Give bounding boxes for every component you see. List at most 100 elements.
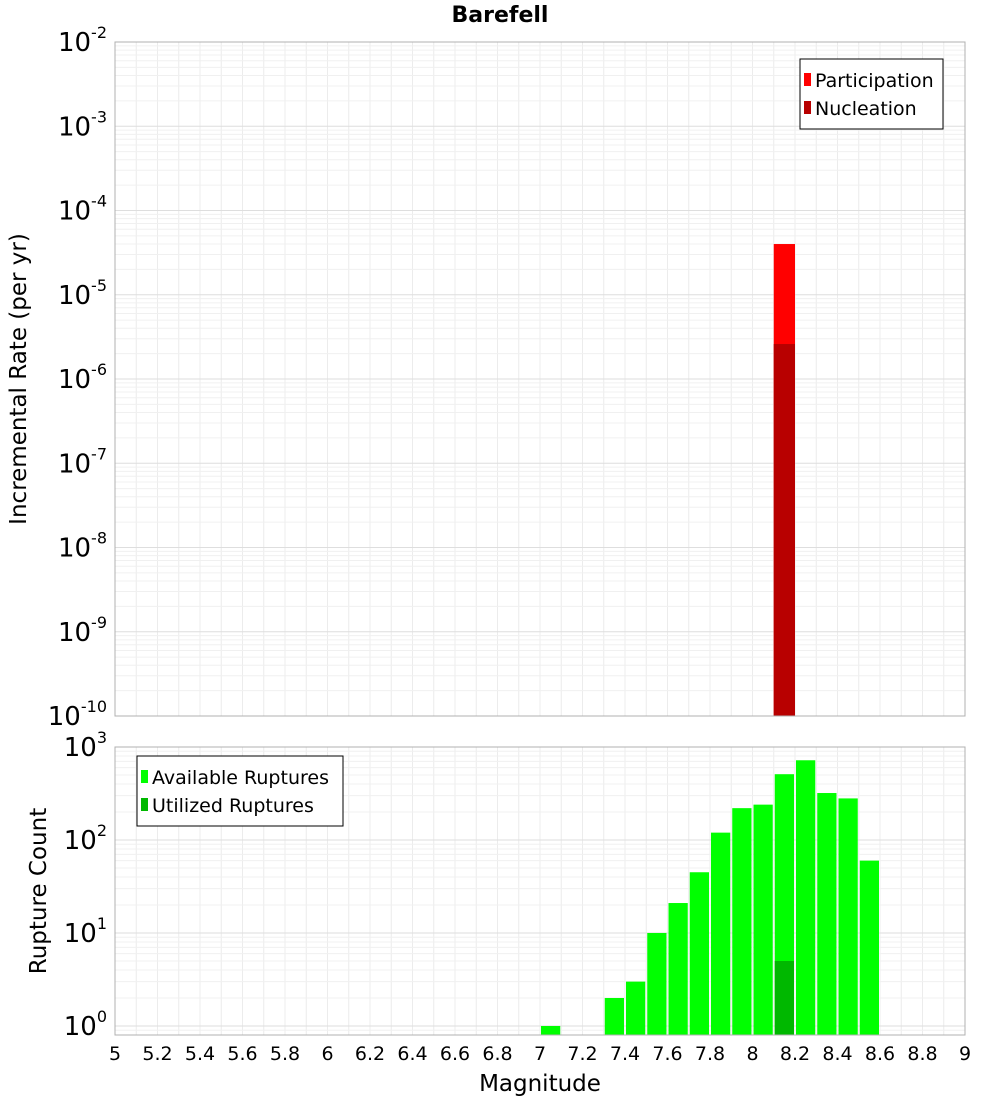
y-tick-exponent: 3 — [97, 728, 107, 747]
bar-primary — [838, 798, 858, 1035]
x-tick-label: 8.4 — [822, 1043, 852, 1065]
y-tick-label: 10-7 — [58, 444, 107, 479]
y-tick-label: 10-4 — [58, 192, 107, 227]
legend-swatch — [804, 73, 811, 86]
x-tick-label: 8 — [746, 1043, 758, 1065]
legend: Participation Nucleation — [799, 58, 944, 130]
panel-rate: 10-210-310-410-510-610-710-810-910-10Inc… — [6, 23, 966, 732]
y-tick-label: 10-2 — [58, 23, 107, 58]
y-tick-label: 10-10 — [48, 697, 107, 732]
legend-box — [136, 755, 344, 827]
y-tick-base: 10 — [58, 618, 91, 648]
y-tick-base: 10 — [58, 112, 91, 142]
bar-primary — [626, 981, 646, 1035]
y-tick-base: 10 — [48, 702, 81, 732]
y-tick-exponent: -7 — [91, 444, 107, 463]
x-tick-label: 7.2 — [567, 1043, 597, 1065]
legend-label: Available Ruptures — [152, 767, 329, 789]
y-tick-base: 10 — [58, 28, 91, 58]
y-tick-exponent: -5 — [91, 276, 107, 295]
bars — [773, 244, 795, 717]
x-tick-label: 8.2 — [780, 1043, 810, 1065]
y-tick-exponent: -2 — [91, 23, 107, 42]
bar-primary — [668, 903, 688, 1035]
y-tick-label: 10-6 — [58, 360, 107, 395]
bar-primary — [604, 997, 624, 1035]
y-tick-exponent: 2 — [97, 821, 107, 840]
bar-primary — [732, 808, 752, 1035]
x-tick-label: 6 — [321, 1043, 333, 1065]
legend: Available Ruptures Utilized Ruptures — [136, 755, 344, 827]
x-tick-label: 7.4 — [610, 1043, 640, 1065]
x-tick-label: 6.6 — [440, 1043, 470, 1065]
y-tick-exponent: -9 — [91, 613, 107, 632]
y-axis-label: Incremental Rate (per yr) — [6, 233, 32, 525]
bars — [541, 760, 879, 1035]
y-tick-exponent: 1 — [97, 914, 107, 933]
x-tick-label: 6.8 — [482, 1043, 512, 1065]
y-tick-exponent: -3 — [91, 107, 107, 126]
legend-label: Utilized Ruptures — [152, 795, 314, 817]
x-tick-label: 5.8 — [270, 1043, 300, 1065]
y-tick-label: 10-9 — [58, 613, 107, 648]
x-axis-label: Magnitude — [479, 1071, 601, 1097]
bar-secondary — [773, 344, 795, 716]
y-tick-exponent: -10 — [81, 697, 107, 716]
bar-primary — [689, 872, 709, 1035]
x-tick-label: 8.8 — [907, 1043, 937, 1065]
legend-label: Nucleation — [815, 98, 917, 120]
y-axis-label: Rupture Count — [26, 808, 52, 974]
bar-secondary — [774, 960, 794, 1035]
x-tick-label: 5 — [109, 1043, 121, 1065]
chart-title: Barefell — [452, 3, 549, 28]
y-tick-base: 10 — [58, 197, 91, 227]
y-tick-base: 10 — [64, 826, 97, 856]
y-tick-base: 10 — [64, 1012, 97, 1042]
legend-swatch — [141, 798, 148, 811]
bar-primary — [647, 932, 667, 1035]
y-tick-base: 10 — [64, 919, 97, 949]
legend-label: Participation — [815, 70, 934, 92]
legend-box — [799, 58, 944, 130]
plot-frame — [114, 41, 966, 717]
bar-primary — [796, 760, 816, 1035]
x-tick-labels: 5 5.2 5.4 5.6 5.8 6 6.2 6.4 6.6 6.8 7 7.2 7.4 7.6 7.8 8… — [109, 1043, 971, 1065]
y-tick-labels: 10-210-310-410-510-610-710-810-910-10 — [48, 23, 107, 732]
y-tick-label: 103 — [64, 728, 107, 763]
grid — [114, 41, 966, 717]
bar-primary — [859, 860, 879, 1035]
y-tick-exponent: 0 — [97, 1007, 107, 1026]
plot-frame — [114, 746, 966, 1036]
y-tick-exponent: -6 — [91, 360, 107, 379]
y-tick-label: 101 — [64, 914, 107, 949]
y-tick-exponent: -4 — [91, 192, 107, 211]
x-tick-label: 5.2 — [142, 1043, 172, 1065]
x-tick-label: 8.6 — [865, 1043, 895, 1065]
bar-primary — [541, 1025, 561, 1035]
bar-primary — [817, 793, 837, 1035]
y-tick-label: 10-5 — [58, 276, 107, 311]
bar-primary — [711, 832, 731, 1035]
y-tick-label: 100 — [64, 1007, 107, 1042]
y-tick-base: 10 — [58, 281, 91, 311]
y-tick-exponent: -8 — [91, 529, 107, 548]
x-tick-label: 6.2 — [355, 1043, 385, 1065]
legend-swatch — [804, 101, 811, 114]
bar-primary — [753, 804, 773, 1035]
x-tick-label: 6.4 — [397, 1043, 427, 1065]
y-tick-label: 10-3 — [58, 107, 107, 142]
y-tick-base: 10 — [58, 534, 91, 564]
y-tick-base: 10 — [64, 733, 97, 763]
x-tick-label: 7.8 — [695, 1043, 725, 1065]
legend-swatch — [141, 770, 148, 783]
x-tick-label: 5.4 — [185, 1043, 215, 1065]
x-tick-label: 7.6 — [652, 1043, 682, 1065]
x-tick-label: 7 — [534, 1043, 546, 1065]
y-tick-base: 10 — [58, 365, 91, 395]
y-tick-label: 10-8 — [58, 529, 107, 564]
x-tick-label: 9 — [959, 1043, 971, 1065]
